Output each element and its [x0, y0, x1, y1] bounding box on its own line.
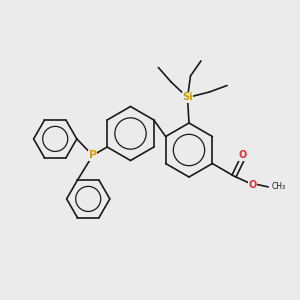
- Text: P: P: [89, 150, 97, 161]
- Text: O: O: [239, 150, 247, 160]
- Text: CH₃: CH₃: [272, 182, 286, 191]
- Text: Si: Si: [182, 92, 193, 103]
- Text: O: O: [248, 179, 257, 190]
